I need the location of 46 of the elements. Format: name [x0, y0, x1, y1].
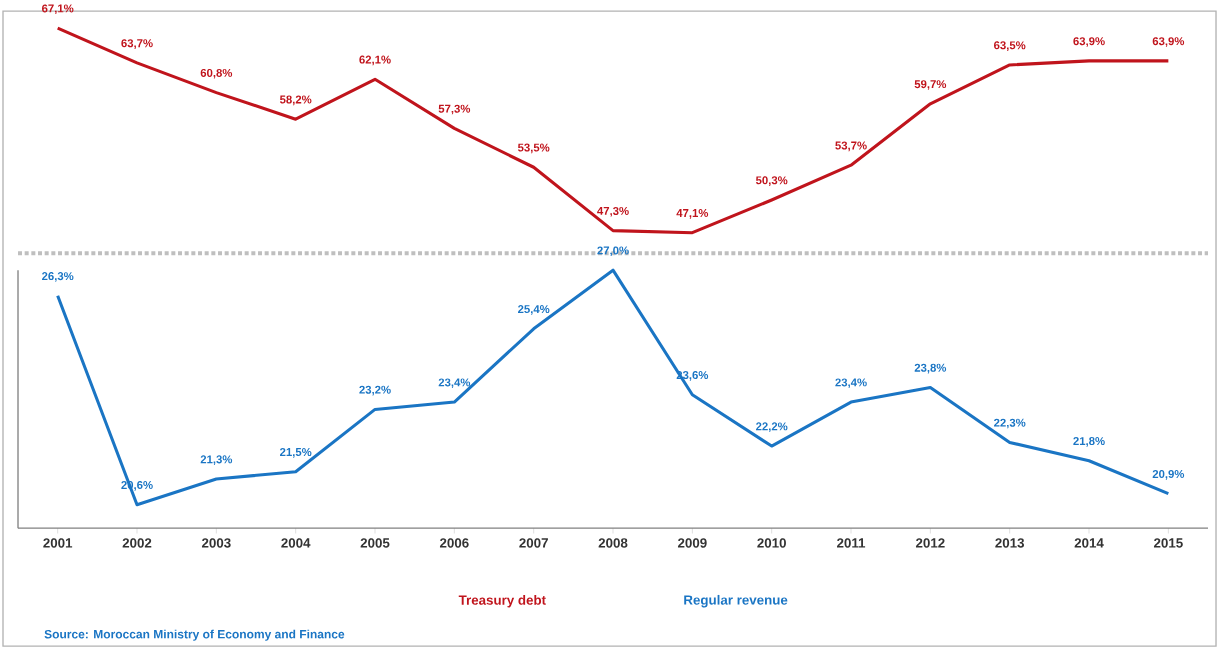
data-label: 22,2%: [756, 422, 788, 432]
data-label: 63,9%: [1152, 37, 1185, 47]
x-tick-label: 2002: [122, 538, 152, 548]
x-tick-label: 2005: [360, 538, 390, 548]
x-tick-label: 2001: [43, 538, 73, 548]
data-label: 23,8%: [914, 363, 947, 374]
text: Regular revenue: [684, 594, 788, 608]
text: Treasury debt: [458, 594, 546, 608]
data-label: 60,8%: [200, 68, 233, 79]
x-tick-label: 2004: [281, 538, 311, 548]
data-label: 26,3%: [42, 272, 74, 282]
x-tick-label: 2007: [519, 538, 548, 548]
data-label: 25,4%: [518, 305, 550, 315]
x-tick-label: 2008: [598, 538, 628, 548]
data-label: 62,1%: [359, 55, 391, 66]
data-label: 63,7%: [121, 39, 153, 49]
data-label: 23,2%: [359, 385, 391, 396]
x-tick-label: 2010: [757, 538, 786, 548]
data-label: 50,3%: [755, 176, 788, 186]
x-tick-label: 2003: [201, 538, 231, 548]
source-note: Source: Moroccan Ministry of Economy and Finance: [44, 629, 345, 641]
data-label: 58,2%: [279, 95, 312, 106]
data-label: 23,4%: [438, 378, 471, 388]
data-label: 20,9%: [1152, 469, 1185, 480]
x-tick-label: 2015: [1153, 538, 1183, 548]
data-label: 22,3%: [994, 418, 1026, 429]
x-tick-label: 2009: [677, 538, 707, 548]
data-label: 53,7%: [835, 141, 867, 152]
data-label: 21,3%: [200, 455, 233, 465]
data-label: 47,1%: [676, 208, 709, 219]
data-label: 63,9%: [1073, 37, 1105, 47]
data-label: 67,1%: [42, 4, 74, 15]
data-label: 47,3%: [597, 206, 629, 217]
data-label: 63,5%: [994, 41, 1026, 51]
data-label: 27,0%: [597, 246, 629, 257]
x-tick-label: 2006: [439, 538, 469, 548]
data-label: 53,5%: [517, 143, 550, 154]
x-tick-label: 2012: [915, 538, 945, 548]
data-label: 21,8%: [1073, 436, 1105, 447]
data-label: 57,3%: [438, 104, 471, 115]
data-label: 21,5%: [280, 447, 312, 458]
data-label: 59,7%: [914, 80, 947, 90]
x-tick-label: 2011: [837, 538, 866, 548]
x-tick-label: 2013: [995, 538, 1025, 548]
x-tick-label: 2014: [1074, 538, 1104, 548]
data-label: 23,4%: [835, 378, 867, 388]
